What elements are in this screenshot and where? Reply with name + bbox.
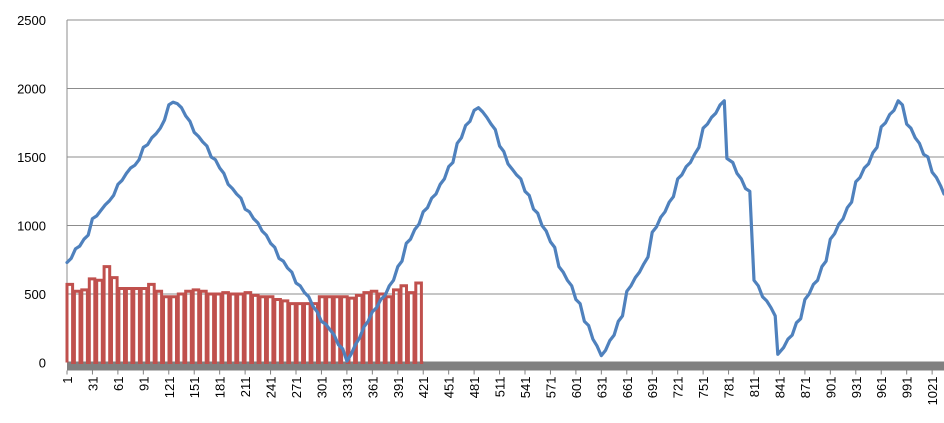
x-tick-label-901: 901: [823, 377, 838, 399]
x-tick-label-421: 421: [416, 377, 431, 399]
x-tick-label-241: 241: [264, 377, 279, 399]
x-tick-label-301: 301: [314, 377, 329, 399]
x-axis-band: [67, 361, 944, 371]
x-tick-label-781: 781: [722, 377, 737, 399]
x-tick-label-481: 481: [467, 377, 482, 399]
x-tick-label-271: 271: [289, 377, 304, 399]
x-tick-label-61: 61: [111, 377, 126, 391]
series-blue-line: [65, 99, 944, 363]
x-tick-label-211: 211: [238, 377, 253, 398]
x-tick-label-601: 601: [569, 377, 584, 399]
y-tick-labels: 0 500 1000 1500 2000 2500: [17, 13, 46, 371]
x-tick-label-691: 691: [645, 377, 660, 399]
x-tick-label-871: 871: [798, 377, 813, 399]
x-tick-label-331: 331: [340, 377, 355, 399]
x-tick-label-661: 661: [620, 377, 635, 399]
y-tick-label-2000: 2000: [17, 82, 46, 97]
y-tick-label-1500: 1500: [17, 150, 46, 165]
x-tick-label-391: 391: [391, 377, 406, 399]
x-tick-label-361: 361: [365, 377, 380, 399]
x-tick-label-991: 991: [900, 377, 915, 399]
y-tick-label-0: 0: [39, 356, 46, 371]
x-tick-label-631: 631: [594, 377, 609, 399]
x-tick-label-31: 31: [85, 377, 100, 391]
x-tick-label-571: 571: [543, 377, 558, 399]
x-tick-label-541: 541: [518, 377, 533, 399]
x-tick-label-511: 511: [493, 377, 508, 398]
x-tick-label-451: 451: [442, 377, 457, 399]
x-tick-label-751: 751: [696, 377, 711, 399]
x-tick-label-811: 811: [747, 377, 762, 398]
x-tick-label-961: 961: [874, 377, 889, 399]
x-tick-label-151: 151: [187, 377, 202, 399]
series-red-pulse-line: [65, 265, 424, 364]
y-tick-label-500: 500: [24, 287, 46, 302]
x-tick-label-181: 181: [213, 377, 228, 399]
series-layer: [65, 99, 944, 364]
x-tick-label-931: 931: [849, 377, 864, 399]
x-tick-label-721: 721: [671, 377, 686, 399]
y-tick-label-2500: 2500: [17, 13, 46, 28]
x-tick-label-841: 841: [772, 377, 787, 399]
x-tick-label-1021: 1021: [925, 377, 940, 406]
x-tick-label-91: 91: [136, 377, 151, 391]
x-tick-labels: 1 31 61 91 121 151 181 211 241 271 301 331 361 391 421…: [60, 377, 940, 406]
x-tick-label-1: 1: [60, 377, 75, 384]
x-tick-label-121: 121: [162, 377, 177, 399]
y-tick-label-1000: 1000: [17, 219, 46, 234]
